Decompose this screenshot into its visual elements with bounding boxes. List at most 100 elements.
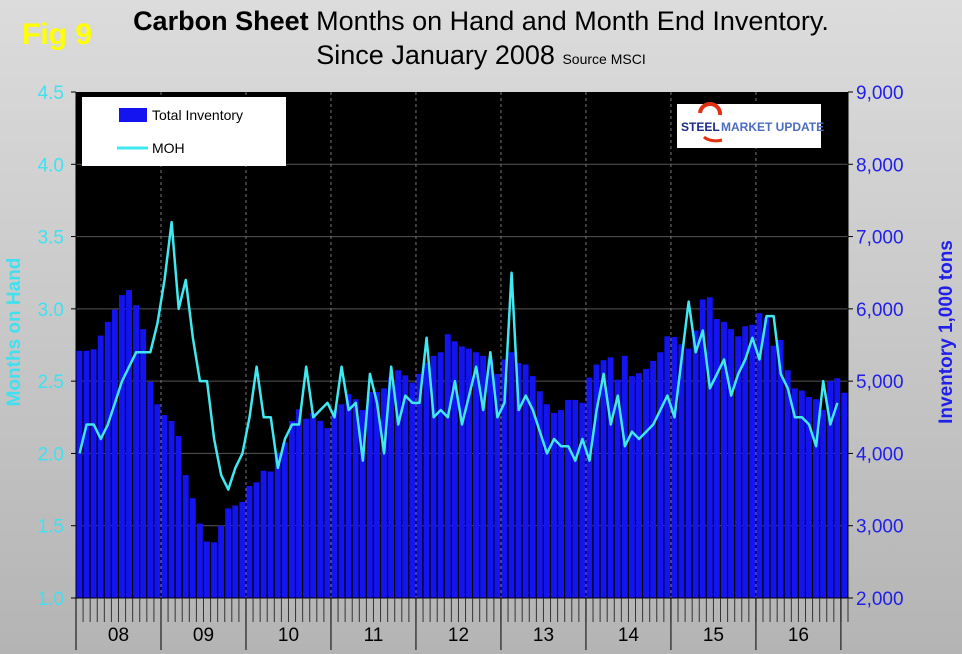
inventory-bar (777, 339, 784, 598)
y-tick-left: 2.0 (38, 444, 64, 465)
inventory-bar (345, 394, 352, 598)
inventory-bar (296, 409, 302, 598)
inventory-bar (600, 360, 607, 598)
inventory-bar (253, 482, 260, 598)
inventory-bar (161, 415, 168, 598)
figure-label: Fig 9 (22, 18, 93, 51)
inventory-bar (798, 390, 805, 598)
inventory-bar (203, 541, 210, 598)
inventory-bar (784, 370, 791, 598)
legend-box (82, 97, 286, 166)
moh-line (78, 220, 839, 491)
logo-swoosh (702, 135, 723, 143)
x-axis: 08 09 10 11 12 13 14 15 16 (75, 597, 849, 650)
inventory-bar (83, 350, 90, 598)
inventory-bar (834, 378, 841, 598)
inventory-bar (140, 329, 147, 598)
x-tick-label: 11 (364, 625, 384, 646)
y-axis-right-label: Inventory 1,000 tons (936, 240, 957, 424)
inventory-bar (515, 363, 522, 598)
chart-subtitle-text: Since January 2008 (316, 40, 555, 70)
y-tick-right: 6,000 (856, 300, 904, 321)
inventory-bar (409, 382, 416, 598)
inventory-bar (430, 355, 437, 598)
inventory-bar (331, 410, 338, 598)
inventory-bar (522, 364, 529, 598)
inventory-bar (813, 399, 819, 598)
inventory-bar (373, 391, 380, 598)
inventory-bar (473, 352, 480, 598)
y-tick-right: 7,000 (856, 228, 904, 249)
plot-area (76, 92, 848, 598)
inventory-bar (267, 471, 274, 598)
inventory-bar (90, 349, 97, 598)
inventory-bar (317, 420, 324, 598)
inventory-bar (288, 420, 295, 598)
y-tick-left: 1.0 (38, 589, 64, 610)
inventory-bar (480, 355, 487, 598)
inventory-bar (685, 348, 692, 598)
inventory-bar (359, 410, 366, 598)
inventory-bar (841, 392, 848, 598)
inventory-bar (466, 348, 472, 598)
inventory-bar (111, 309, 118, 598)
inventory-bar (735, 336, 742, 598)
y-tick-left: 1.5 (38, 517, 64, 538)
inventory-bar (423, 363, 430, 598)
inventory-bar (458, 346, 465, 598)
x-tick-label: 12 (448, 625, 469, 646)
y-tick-left: 3.0 (38, 300, 64, 321)
chart-title-rest: Months on Hand and Month End Inventory. (308, 6, 829, 36)
inventory-bar (104, 321, 111, 598)
inventory-bar (657, 352, 664, 598)
inventory-bar (770, 345, 777, 598)
x-tick-label: 13 (533, 625, 554, 646)
chart-title-bold: Carbon Sheet (133, 6, 309, 36)
inventory-bar (756, 313, 763, 598)
inventory-bar (154, 404, 161, 598)
inventory-bar (189, 498, 196, 598)
inventory-bar (416, 373, 423, 598)
y-tick-left: 4.0 (38, 155, 64, 176)
inventory-bar (451, 341, 458, 598)
inventory-bar (274, 453, 281, 598)
inventory-bar (820, 410, 827, 598)
inventory-bar (303, 418, 310, 598)
x-tick-label: 09 (193, 625, 214, 646)
inventory-bar (806, 397, 812, 598)
y-tick-left: 3.5 (38, 228, 64, 249)
y-tick-right: 8,000 (856, 155, 904, 176)
inventory-bar (565, 399, 572, 598)
inventory-bar (621, 355, 628, 598)
x-tick-label: 08 (108, 625, 129, 646)
inventory-bar (444, 334, 451, 598)
x-tick-label: 14 (618, 625, 640, 646)
chart-subtitle: Since January 2008 Source MSCI (0, 40, 962, 71)
inventory-bar (713, 318, 720, 598)
steel-market-update-logo: STEEL MARKET UPDATE (677, 102, 824, 148)
inventory-bar (579, 402, 586, 598)
inventory-bar (699, 299, 706, 598)
inventory-bar (536, 391, 543, 598)
logo-arc (698, 102, 723, 116)
inventory-bar (586, 377, 593, 598)
inventory-bar (175, 436, 182, 598)
left-axis: 1.0 1.5 2.0 2.5 3.0 3.5 4.0 4.5 (38, 83, 77, 610)
inventory-bar (76, 350, 83, 598)
legend-swatch-inventory (119, 108, 147, 122)
inventory-bar (118, 295, 125, 598)
inventory-bar (182, 475, 189, 598)
x-tick-label: 10 (278, 625, 299, 646)
inventory-bar (246, 485, 253, 598)
chart-source: Source MSCI (562, 51, 646, 67)
inventory-bar (147, 381, 154, 598)
inventory-bar (232, 505, 239, 598)
legend-label-inventory: Total Inventory (152, 107, 243, 123)
logo-word-steel: STEEL (681, 120, 720, 134)
inventory-bar (239, 501, 246, 598)
logo-word-market-update: MARKET UPDATE (721, 120, 824, 134)
inventory-bar (706, 297, 713, 598)
inventory-bar (763, 317, 770, 598)
inventory-bar (678, 344, 685, 598)
